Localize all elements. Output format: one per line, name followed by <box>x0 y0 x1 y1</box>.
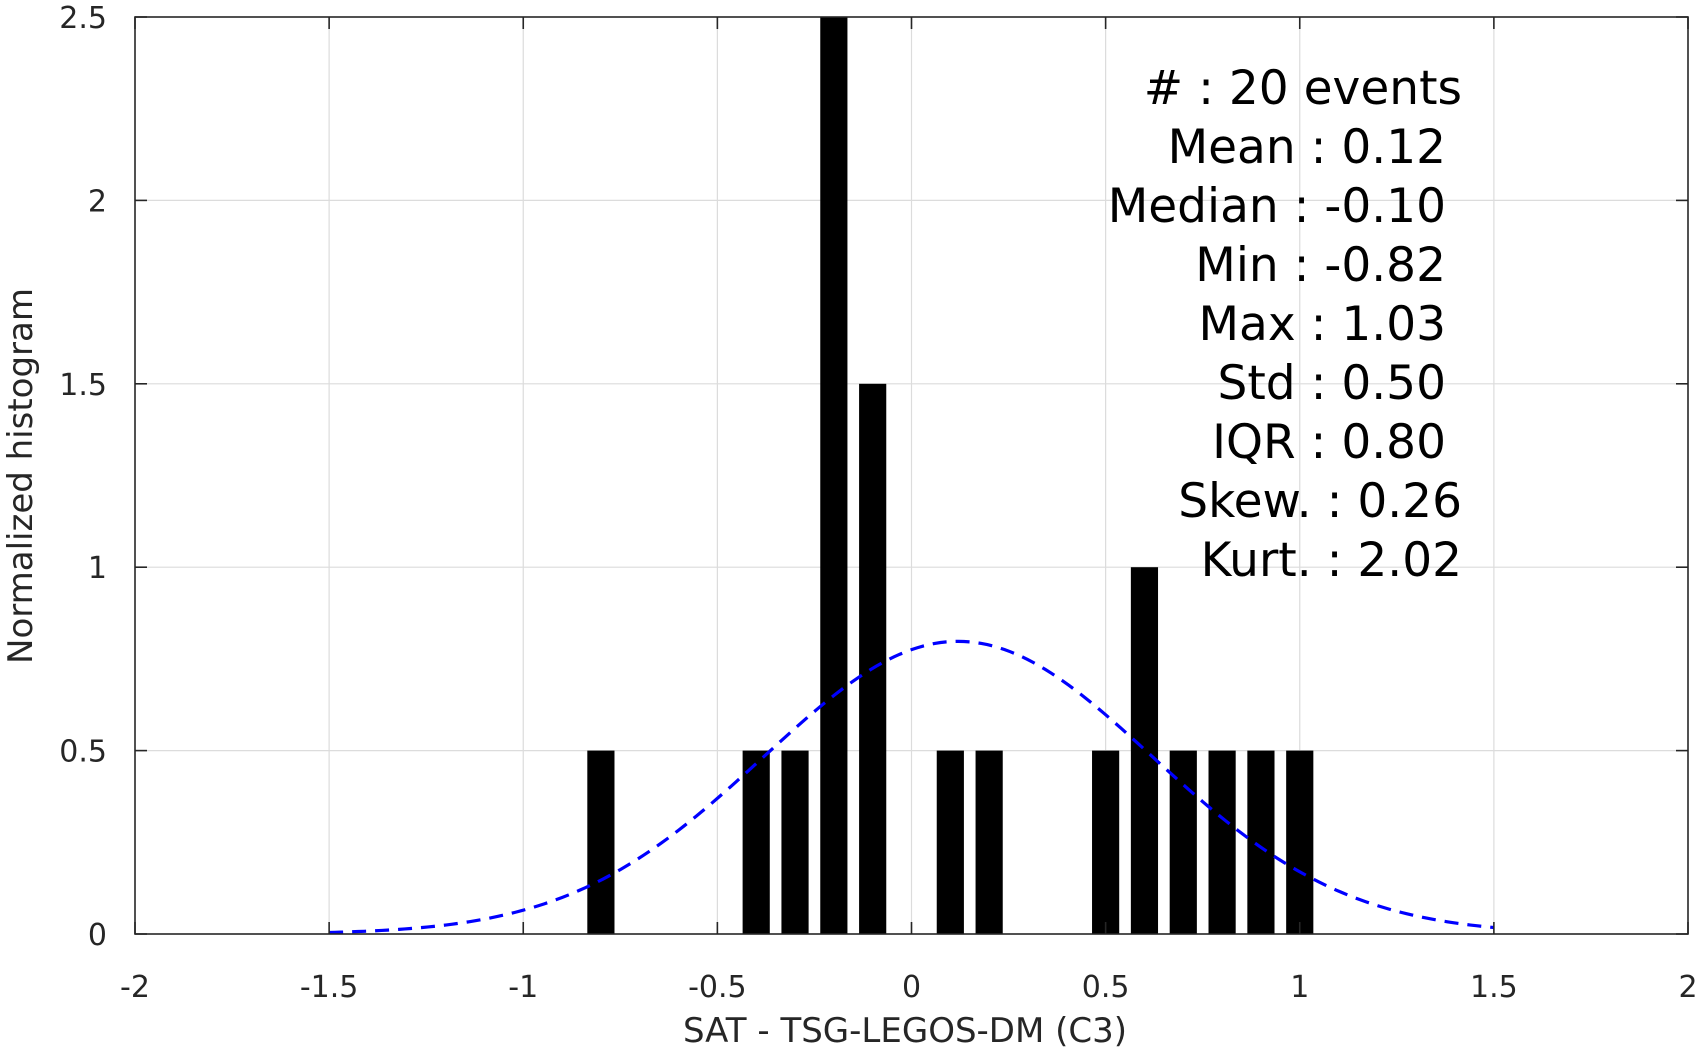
y-tick-label: 0 <box>88 918 107 953</box>
x-tick-label: -1 <box>508 970 538 1005</box>
histogram-bar <box>1286 750 1314 934</box>
x-tick-label: 0 <box>902 970 921 1005</box>
fit-curve-layer <box>329 639 1495 935</box>
stats-line: Kurt. : 2.02 <box>1201 533 1462 588</box>
y-tick-label: 1.5 <box>59 368 107 403</box>
stats-line: Max : 1.03 <box>1198 297 1446 352</box>
histogram-bar <box>859 383 887 934</box>
histogram-bar <box>587 750 615 934</box>
grid-lines <box>135 17 1688 934</box>
histogram-bar <box>742 750 770 934</box>
stats-line: Skew. : 0.26 <box>1178 474 1462 529</box>
histogram-bars <box>587 17 1314 934</box>
stats-line: Std : 0.50 <box>1218 356 1446 411</box>
stats-line: Median : -0.10 <box>1108 179 1446 234</box>
y-tick-label: 2 <box>88 184 107 219</box>
stats-line: Mean : 0.12 <box>1168 120 1446 175</box>
histogram-bar <box>781 750 809 934</box>
histogram-bar <box>1208 750 1236 934</box>
histogram-bar <box>1247 750 1275 934</box>
tick-labels: -2 -1.5 -1 -0.5 0 0.5 1 1.5 2 0 0.5 1 1.5 2 2.5 <box>59 1 1697 1005</box>
y-axis-label: Normalized histogram <box>1 288 41 664</box>
axes <box>134 16 1689 935</box>
y-tick-label: 2.5 <box>59 1 107 36</box>
y-tick-label: 1 <box>88 551 107 586</box>
normal-fit-curve <box>329 639 1495 935</box>
histogram-bar <box>936 750 964 934</box>
stats-line: IQR : 0.80 <box>1212 415 1446 470</box>
x-tick-label: -1.5 <box>300 970 359 1005</box>
x-tick-label: 1.5 <box>1470 970 1518 1005</box>
histogram-bar <box>1130 567 1159 934</box>
x-tick-label: 1 <box>1290 970 1309 1005</box>
x-tick-label: -0.5 <box>688 970 747 1005</box>
stats-line: # : 20 events <box>1144 61 1462 116</box>
histogram-bar <box>1169 750 1197 934</box>
histogram-bar <box>820 17 848 934</box>
x-axis-label: SAT - TSG-LEGOS-DM (C3) <box>683 1011 1127 1051</box>
x-tick-label: -2 <box>120 970 150 1005</box>
histogram-bar <box>1092 750 1120 934</box>
histogram-bar <box>975 750 1003 934</box>
x-tick-label: 0.5 <box>1082 970 1130 1005</box>
stats-line: Min : -0.82 <box>1195 238 1446 293</box>
y-tick-label: 0.5 <box>59 735 107 770</box>
x-tick-label: 2 <box>1678 970 1697 1005</box>
